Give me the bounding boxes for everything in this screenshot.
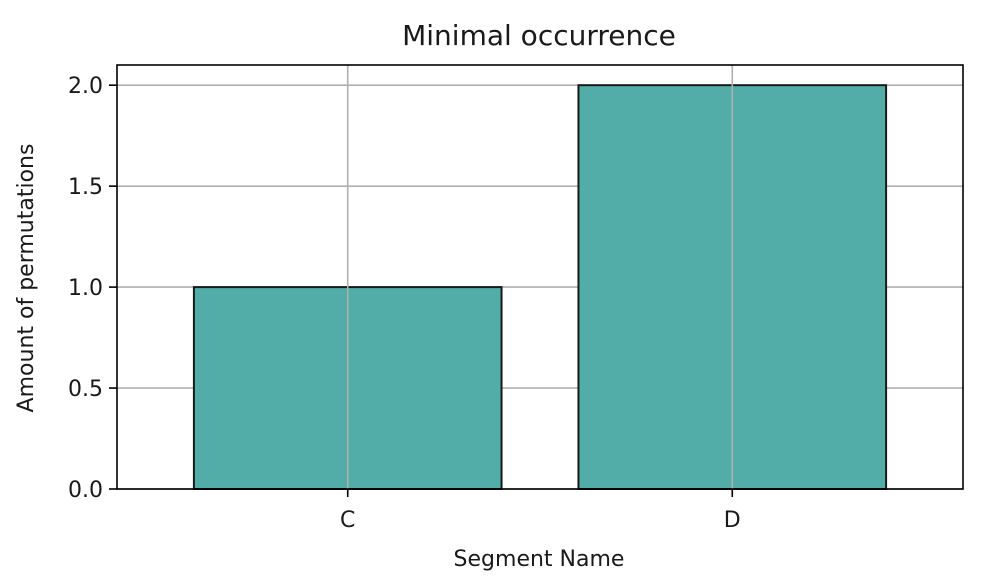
y-tick-label: 0.5	[68, 377, 103, 402]
x-grid-lines	[346, 65, 734, 489]
x-axis-title: Segment Name	[454, 547, 625, 572]
chart-title: Minimal occurrence	[402, 19, 676, 52]
y-tick-label: 1.5	[68, 175, 103, 200]
x-tick-label: D	[724, 508, 741, 533]
plot-frame	[116, 64, 964, 490]
y-tick-label: 0.0	[68, 478, 103, 503]
y-axis-title: Amount of permutations	[14, 144, 39, 413]
x-tick-label: C	[340, 508, 355, 533]
y-axis-ticks: 0.0 0.5 1.0 1.5 2.0	[68, 74, 117, 503]
y-tick-label: 2.0	[68, 74, 103, 99]
y-tick-label: 1.0	[68, 276, 103, 301]
